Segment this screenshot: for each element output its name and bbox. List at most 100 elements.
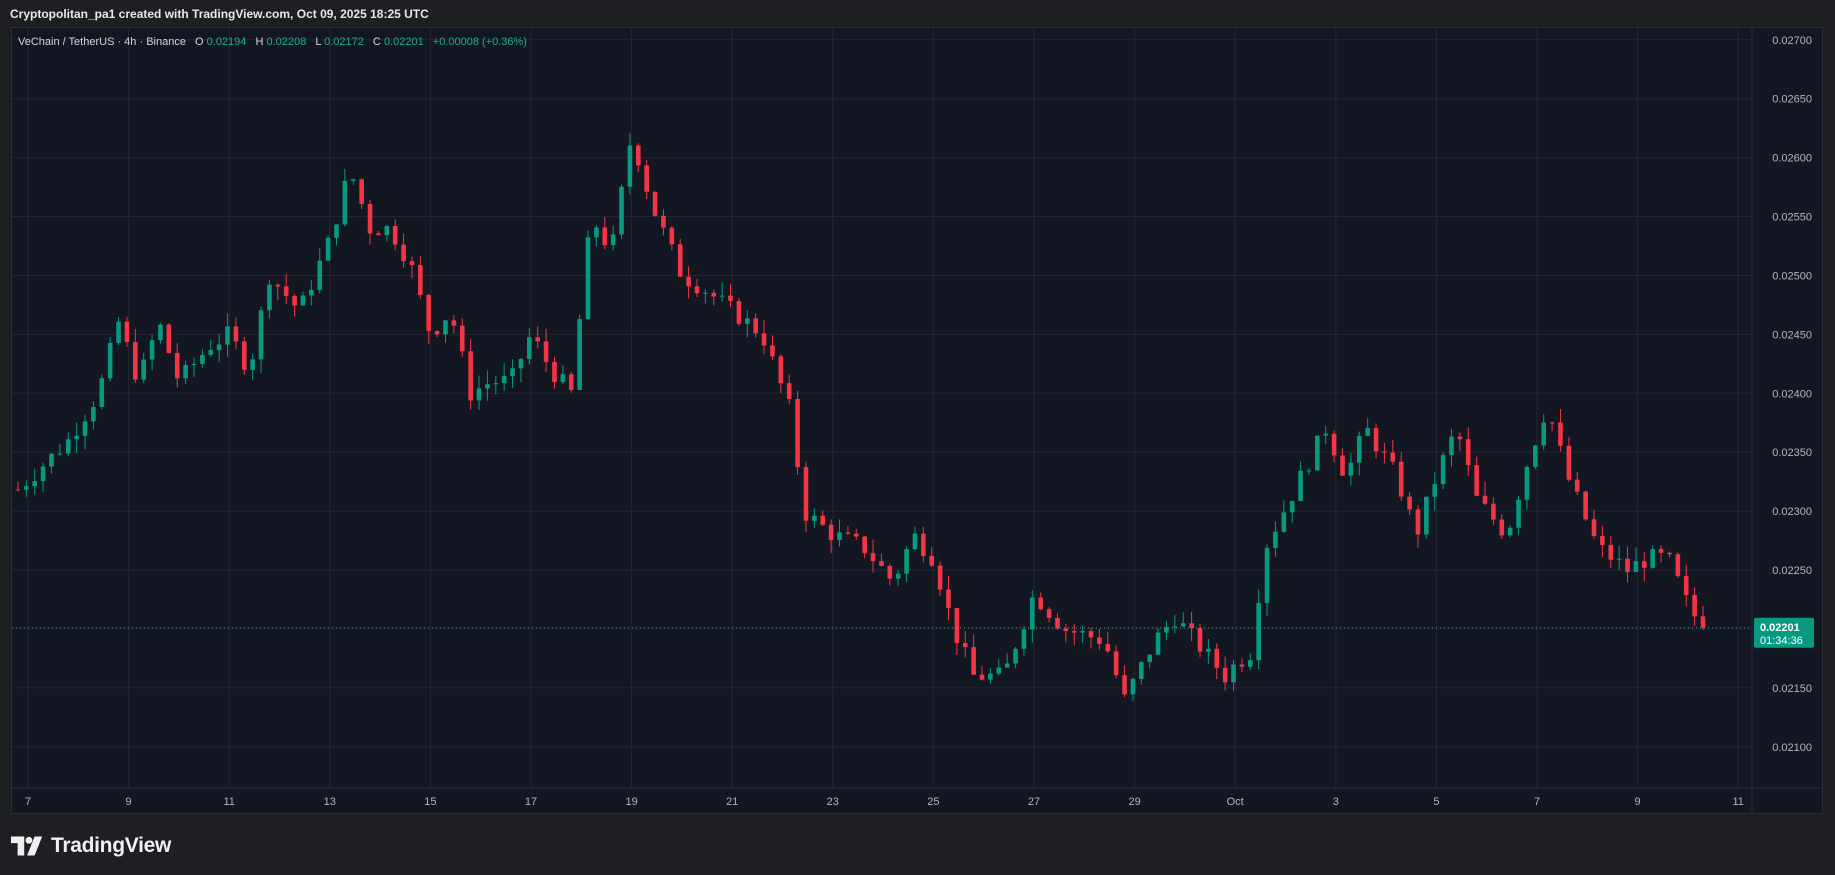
candle xyxy=(770,335,775,361)
candle xyxy=(275,283,281,301)
candle xyxy=(1281,500,1287,534)
candle xyxy=(937,561,943,596)
candle xyxy=(820,510,826,526)
candle xyxy=(459,318,465,358)
candle xyxy=(1407,491,1412,515)
candle xyxy=(309,279,314,306)
candle xyxy=(174,343,180,388)
candle xyxy=(845,526,851,535)
candle xyxy=(887,563,893,586)
time-tick-label: 5 xyxy=(1433,796,1439,808)
tradingview-brand[interactable]: TradingView xyxy=(11,834,171,858)
candle-body xyxy=(158,324,163,341)
candle-body xyxy=(1558,422,1563,446)
candle-body xyxy=(443,320,448,335)
candle xyxy=(183,360,188,385)
candle xyxy=(619,184,624,240)
price-tick-label: 0.02650 xyxy=(1772,94,1812,106)
candle-body xyxy=(283,286,289,296)
candle xyxy=(1030,590,1035,643)
candle xyxy=(1222,656,1228,691)
candle-body xyxy=(518,359,524,369)
candle-body xyxy=(501,376,507,384)
candle xyxy=(325,235,331,262)
candle xyxy=(703,289,708,304)
candle-body xyxy=(921,533,926,556)
candle xyxy=(501,363,507,391)
candle xyxy=(594,224,599,247)
candle-body xyxy=(292,295,297,306)
candle xyxy=(426,293,432,344)
candle xyxy=(443,319,448,343)
candle-body xyxy=(133,341,138,380)
candle-body xyxy=(954,608,960,644)
candle xyxy=(1356,431,1362,476)
candle xyxy=(1675,552,1681,578)
candle-body xyxy=(828,524,834,541)
candle-body xyxy=(1491,503,1496,520)
candle xyxy=(1004,653,1010,668)
candle-body xyxy=(1424,496,1429,535)
candle-body xyxy=(1315,435,1320,471)
candle xyxy=(133,328,138,383)
candle xyxy=(1516,495,1521,535)
candles xyxy=(15,132,1706,701)
candle-body xyxy=(677,244,683,277)
candle xyxy=(1122,665,1127,698)
candle-body xyxy=(1591,519,1597,537)
candle xyxy=(300,291,306,306)
candle xyxy=(1340,448,1345,476)
candle xyxy=(116,317,121,346)
candle xyxy=(233,317,239,350)
candle xyxy=(853,528,859,541)
candlestick-chart[interactable]: 0.021000.021500.022000.022500.023000.023… xyxy=(12,28,1822,813)
candle-body xyxy=(1432,484,1438,497)
brand-name: TradingView xyxy=(51,834,172,857)
candle xyxy=(879,553,884,567)
candle xyxy=(1038,592,1044,611)
candle-body xyxy=(879,561,884,566)
candle-body xyxy=(65,439,71,454)
candle xyxy=(216,333,222,363)
candle xyxy=(610,225,616,251)
candle-body xyxy=(1675,554,1681,577)
candle xyxy=(141,352,146,383)
candle-body xyxy=(1189,623,1194,629)
time-tick-label: 21 xyxy=(726,796,738,808)
candle xyxy=(1390,439,1396,465)
high-value: 0.02208 xyxy=(266,36,306,48)
candle-body xyxy=(560,374,566,383)
time-tick-label: 9 xyxy=(126,796,132,808)
time-tick-label: 17 xyxy=(525,796,537,808)
candle xyxy=(962,631,968,658)
candle xyxy=(15,481,21,492)
candle xyxy=(241,336,247,375)
candle xyxy=(250,353,255,380)
candle xyxy=(568,371,574,393)
candle-body xyxy=(82,421,88,436)
time-axis[interactable]: 7 9 11 13 15 17 19 21 23 25 27 29 Oct 3 5 7 9 11 xyxy=(12,787,1822,808)
candle-body xyxy=(1474,465,1479,496)
candle-body xyxy=(1122,675,1127,695)
candle-body xyxy=(1449,436,1454,456)
candle xyxy=(1465,427,1471,476)
price-axis[interactable]: 0.021000.021500.022000.022500.023000.023… xyxy=(1751,28,1812,813)
grid xyxy=(12,28,1752,788)
time-tick-label: 7 xyxy=(25,796,31,808)
candle-body xyxy=(40,466,46,482)
candle xyxy=(1063,623,1069,643)
candle xyxy=(1415,505,1421,548)
candle xyxy=(1432,472,1438,511)
candle-body xyxy=(426,294,432,332)
candle-body xyxy=(434,331,440,335)
candle xyxy=(661,209,666,236)
candle-body xyxy=(409,261,415,266)
open-label: O xyxy=(195,36,204,48)
candle-body xyxy=(258,310,264,360)
candle-body xyxy=(652,191,658,216)
candle-body xyxy=(736,301,742,324)
chart-pane[interactable]: 0.021000.021500.022000.022500.023000.023… xyxy=(11,27,1823,814)
candle xyxy=(1298,461,1303,502)
price-tick-label: 0.02300 xyxy=(1772,506,1812,518)
candle-body xyxy=(1499,519,1505,536)
